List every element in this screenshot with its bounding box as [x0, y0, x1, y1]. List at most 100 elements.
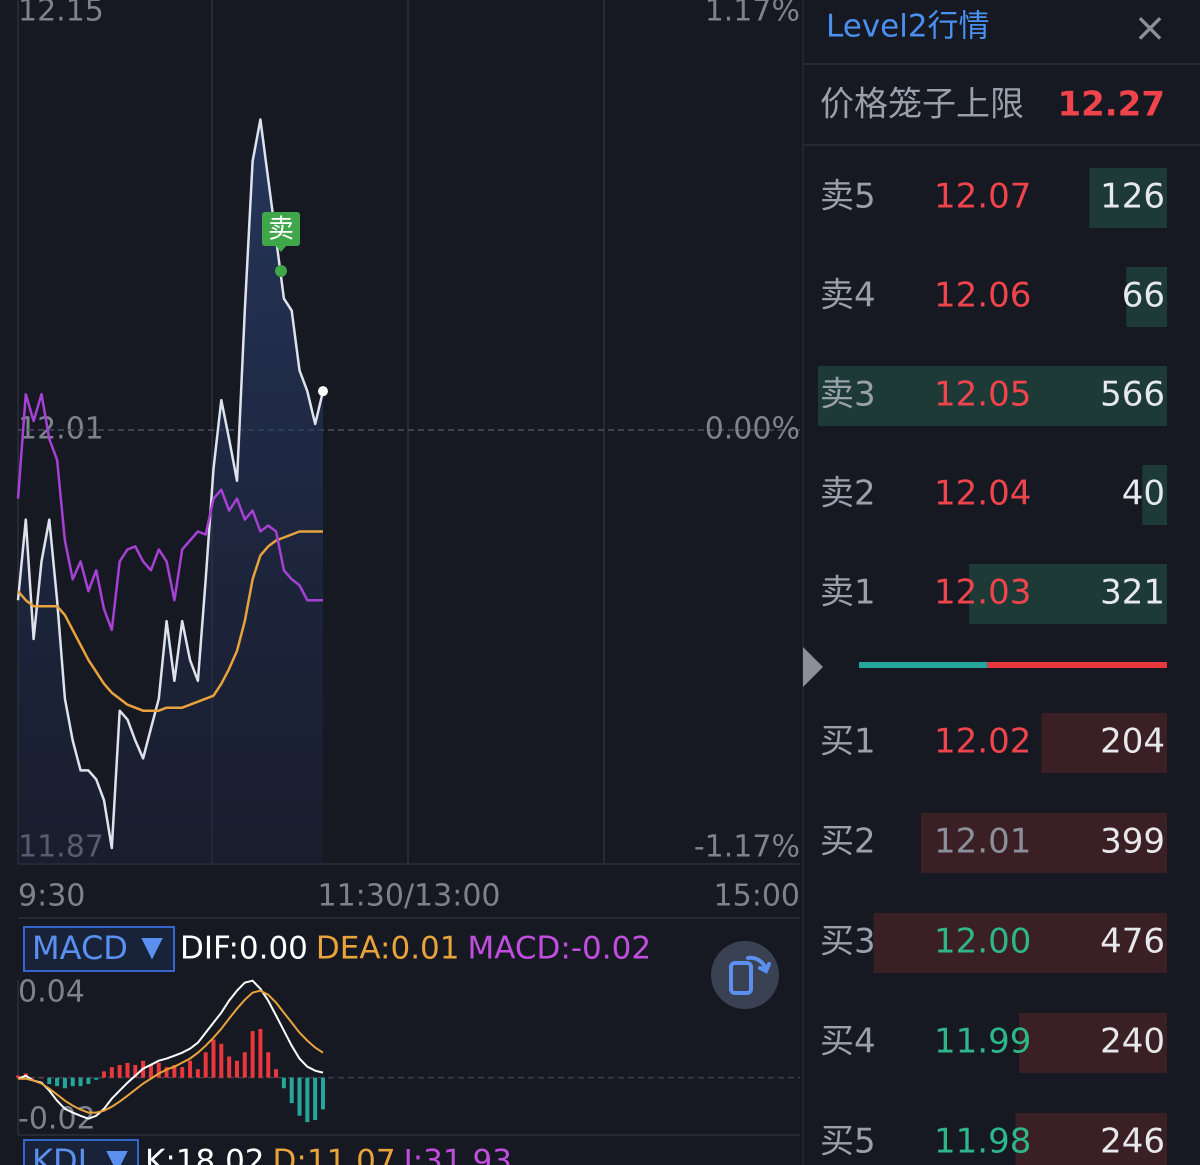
indicator-name[interactable]: KDJ: [32, 1142, 87, 1165]
level-label: 卖3: [820, 375, 876, 415]
macd-bar: [86, 1077, 91, 1085]
level-volume: 246: [1100, 1122, 1165, 1162]
level-label: 买1: [820, 722, 876, 762]
level-volume: 240: [1100, 1022, 1165, 1062]
level-price: 12.07: [934, 177, 1031, 217]
volume-bar: [1015, 1113, 1167, 1165]
level-volume: 66: [1122, 276, 1165, 316]
volume-bar: [1041, 713, 1167, 773]
level-label: 买3: [820, 922, 876, 962]
macd-bar: [109, 1067, 114, 1078]
level-label: 卖2: [820, 474, 876, 514]
price-area: [18, 119, 323, 864]
series-line: [17, 530, 323, 712]
series-line: [16, 118, 325, 850]
macd-bar: [227, 1056, 232, 1078]
layout: [17, 0, 1200, 1165]
macd-bar: [281, 1077, 286, 1089]
macd-bar: [180, 1067, 185, 1078]
macd-bar: [125, 1062, 130, 1078]
y-tick-label: 12.15: [18, 0, 104, 29]
volume-bar: [1126, 267, 1167, 327]
volume-bar: [1142, 465, 1167, 525]
level-label: 买2: [820, 822, 876, 862]
level-label: 买5: [820, 1122, 876, 1162]
level-label: 买4: [820, 1022, 876, 1062]
macd-bar: [219, 1043, 224, 1078]
macd-bar: [320, 1077, 325, 1110]
dropdown-arrow[interactable]: ▼: [141, 930, 163, 963]
ask-ratio: [859, 662, 988, 668]
y-tick-label: 0.04: [18, 975, 85, 1010]
panel-title: Level2行情: [826, 9, 990, 45]
bid-ratio: [987, 662, 1167, 668]
macd-bar: [156, 1062, 161, 1078]
macd-bar: [313, 1077, 318, 1120]
macd-bar: [203, 1052, 208, 1078]
volume-bar: [969, 564, 1167, 624]
macd-bar: [274, 1069, 279, 1078]
level-price: 12.03: [934, 573, 1031, 613]
y-tick-label: 12.01: [18, 412, 104, 447]
rotate-button[interactable]: [711, 941, 779, 1009]
level-volume: 566: [1100, 375, 1165, 415]
indicator-name[interactable]: MACD: [32, 929, 128, 967]
x-tick-label: 9:30: [18, 879, 85, 914]
macd-bar: [258, 1028, 263, 1078]
button-bg: [711, 941, 779, 1009]
macd-bar: [148, 1064, 153, 1078]
macd-bar: [266, 1052, 271, 1078]
indicator-select[interactable]: [23, 926, 175, 972]
macd-bar: [289, 1077, 294, 1104]
volume-bar: [818, 366, 1167, 426]
trade-point: [275, 265, 287, 277]
last-point: [317, 386, 328, 397]
indicator-stat: K:18.02: [145, 1144, 265, 1165]
macd-bar: [94, 1077, 99, 1080]
dropdown-arrow[interactable]: ▼: [106, 1143, 128, 1165]
volume-bar: [1019, 1013, 1167, 1073]
level-price: 12.01: [934, 822, 1031, 862]
level-volume: 399: [1100, 822, 1165, 862]
collapse-arrow[interactable]: [803, 647, 823, 687]
indicator-stat: DIF:0.00: [180, 931, 308, 967]
indicator-stat: J:31.93: [402, 1144, 512, 1165]
macd-bar: [234, 1060, 239, 1078]
macd-bar: [250, 1031, 255, 1078]
icon: [746, 955, 771, 974]
trade-marker: [262, 212, 300, 246]
level-price: 12.00: [934, 922, 1031, 962]
y2-tick-label: -1.17%: [694, 830, 800, 865]
indicator-select[interactable]: [23, 1139, 139, 1165]
macd-bar: [31, 1077, 36, 1079]
macd-bar: [16, 1075, 20, 1078]
macd-bar: [47, 1077, 52, 1085]
macd-bar: [172, 1064, 177, 1078]
macd-bar: [164, 1067, 169, 1078]
indicator-stat: DEA:0.01: [316, 931, 460, 967]
x-tick-label: 15:00: [714, 879, 800, 914]
volume-bar: [920, 813, 1167, 873]
series-line: [16, 392, 323, 632]
macd-bar: [211, 1039, 216, 1078]
level-price: 12.04: [934, 474, 1031, 514]
cap-value: 12.27: [1057, 85, 1165, 125]
level-price: 11.98: [934, 1122, 1031, 1162]
macd-bar: [297, 1077, 302, 1116]
macd-line: [18, 989, 324, 1114]
macd-line: [17, 979, 324, 1120]
close-button[interactable]: ×: [1133, 5, 1167, 51]
cap-label: 价格笼子上限: [820, 85, 1024, 125]
level-price: 11.99: [934, 1022, 1031, 1062]
x-tick-label: 11:30/13:00: [317, 879, 500, 914]
level-volume: 204: [1100, 722, 1165, 762]
macd-bar: [188, 1060, 193, 1078]
level-price: 12.06: [934, 276, 1031, 316]
level-volume: 40: [1122, 474, 1165, 514]
level-volume: 476: [1100, 922, 1165, 962]
macd-bar: [117, 1064, 122, 1078]
macd-bar: [102, 1071, 107, 1078]
level-price: 12.02: [934, 722, 1031, 762]
